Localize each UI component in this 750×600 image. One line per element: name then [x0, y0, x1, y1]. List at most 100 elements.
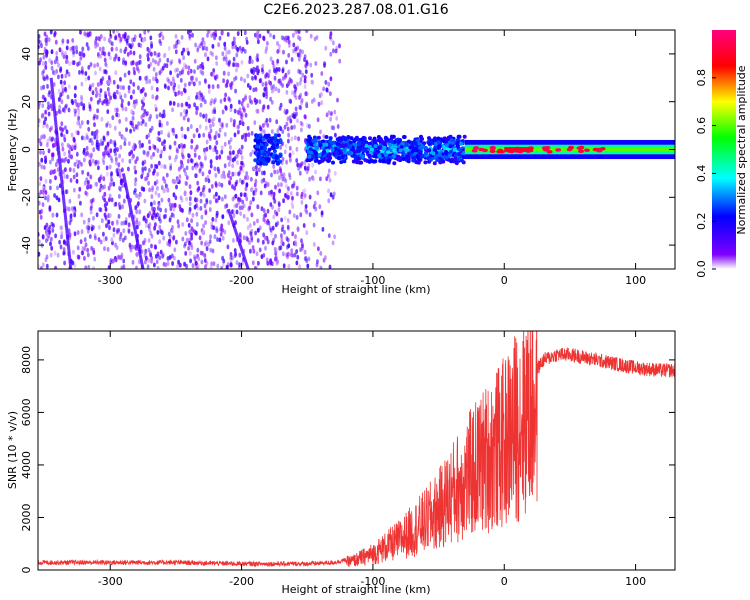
- spectrogram-streak: [121, 173, 145, 269]
- spectrogram-cell: [175, 40, 179, 46]
- spectrogram-cell: [201, 37, 205, 42]
- spectrogram-cell: [50, 60, 54, 65]
- y-tick-label: 2000: [20, 503, 33, 531]
- spectrogram-cell: [204, 155, 207, 161]
- spectrogram-cell: [209, 50, 213, 56]
- spectrogram-cell: [41, 94, 45, 100]
- spectrogram-cell: [280, 233, 283, 239]
- spectrogram-cell: [55, 212, 59, 218]
- spectrogram-cell: [304, 114, 307, 120]
- spectrogram-cell: [222, 78, 226, 84]
- spectrogram-cell: [169, 81, 173, 87]
- spectrogram-cell: [229, 175, 233, 181]
- spectrogram-cell: [331, 240, 335, 246]
- spectrogram-cell: [189, 75, 193, 81]
- spectrogram-cell: [162, 252, 165, 257]
- spectrogram-cell: [129, 94, 133, 100]
- spectrogram-cell: [234, 75, 238, 81]
- spectrogram-cell: [129, 79, 133, 85]
- spectrogram-cell: [164, 208, 168, 213]
- colorbar-tick-label: 0.6: [695, 117, 708, 135]
- spectrogram-cell: [236, 160, 239, 166]
- spectrogram-cell: [240, 180, 244, 185]
- spectrogram-cell: [115, 245, 119, 251]
- spectrogram-cell: [50, 125, 53, 131]
- spectrogram-cell: [145, 176, 149, 181]
- spectrogram-cell: [232, 150, 235, 155]
- spectrogram-cell: [268, 225, 272, 231]
- spectrogram-cell: [202, 132, 206, 138]
- spectrogram-cell: [179, 195, 183, 201]
- spectrogram-cell: [42, 54, 46, 60]
- spectrogram-cell: [352, 138, 357, 143]
- spectrogram-cell: [248, 85, 252, 91]
- spectrogram-cell: [320, 91, 323, 97]
- spectrogram-cell: [413, 141, 418, 146]
- spectrogram-cell: [132, 89, 135, 95]
- spectrogram-cell: [277, 88, 281, 94]
- spectrogram-cell: [389, 134, 394, 139]
- spectrogram-cell: [103, 57, 107, 63]
- spectrogram-cell: [93, 256, 97, 262]
- spectrogram-cell: [38, 200, 41, 206]
- spectrogram-cell: [373, 144, 378, 149]
- spectrogram-cell: [127, 101, 131, 106]
- spectrogram-cell: [167, 78, 171, 84]
- spectrogram-cell: [114, 257, 118, 263]
- spectrogram-cell: [118, 170, 122, 176]
- spectrogram-cell: [60, 121, 64, 127]
- spectrogram-cell: [57, 197, 61, 203]
- spectrogram-cell: [296, 52, 300, 58]
- spectrogram-cell: [50, 65, 54, 71]
- spectrogram-cell: [334, 132, 337, 138]
- spectrogram-cell: [128, 242, 132, 248]
- spectrogram-cell: [61, 52, 65, 57]
- spectrogram-cell: [135, 193, 138, 198]
- spectrogram-cell: [215, 155, 219, 161]
- spectrogram-cell: [117, 36, 120, 41]
- spectrogram-cell: [338, 43, 341, 49]
- spectrogram-cell: [201, 45, 205, 51]
- spectrogram-cell: [444, 155, 449, 160]
- spectrogram-cell: [331, 160, 335, 165]
- spectrogram-cell: [175, 154, 178, 160]
- spectrogram-cell: [233, 132, 237, 138]
- spectrogram-cell: [262, 213, 266, 219]
- spectrogram-cell: [318, 204, 322, 210]
- spectrogram-cell: [39, 214, 43, 220]
- spectrogram-cell: [127, 88, 131, 94]
- spectrogram-cell: [61, 142, 64, 148]
- spectrogram-cell: [204, 79, 207, 85]
- spectrogram-cell: [43, 97, 47, 103]
- spectrogram-cell: [333, 109, 337, 115]
- spectrogram-cell: [250, 237, 254, 243]
- spectrogram-cell: [224, 56, 228, 62]
- spectrogram-cell: [107, 80, 110, 86]
- spectrogram-cell: [286, 126, 290, 132]
- spectrogram-cell: [137, 209, 141, 215]
- spectrogram-cell: [79, 30, 82, 35]
- spectrogram-cell: [89, 62, 93, 67]
- spectrogram-cell: [47, 101, 50, 107]
- spectrogram-cell: [324, 135, 329, 139]
- spectrogram-cell: [224, 54, 228, 60]
- spectrogram-cell: [323, 63, 326, 68]
- spectrogram-cell: [176, 102, 180, 108]
- spectrogram-cell: [223, 45, 227, 51]
- spectrogram-cell: [180, 50, 184, 56]
- spectrogram-cell: [191, 165, 195, 171]
- spectrogram-cell: [211, 84, 215, 90]
- spectrogram-cell: [171, 203, 175, 208]
- spectrogram-cell: [42, 75, 45, 80]
- spectrogram-cell: [112, 227, 116, 233]
- spectrogram-cell: [174, 43, 178, 49]
- spectrogram-cell: [270, 85, 274, 90]
- spectrogram-cell: [114, 156, 118, 162]
- spectrogram-cell: [295, 158, 299, 163]
- spectrogram-cell: [75, 172, 79, 178]
- spectrogram-cell: [94, 159, 98, 165]
- spectrogram-cell: [60, 99, 64, 105]
- spectrogram-cell: [77, 109, 81, 114]
- spectrogram-cell: [232, 36, 236, 42]
- spectrogram-cell: [193, 58, 197, 64]
